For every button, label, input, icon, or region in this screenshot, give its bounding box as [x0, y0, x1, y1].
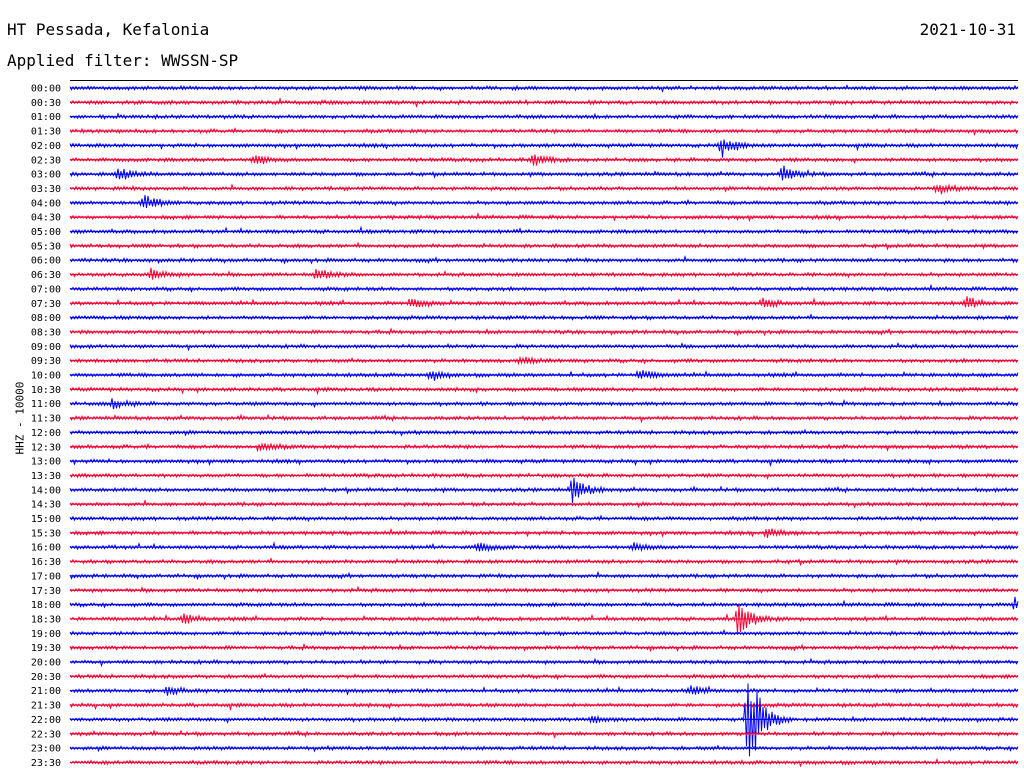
time-tick-label: 08:30 — [31, 327, 61, 338]
time-tick-label: 07:00 — [31, 284, 61, 295]
trace-line — [69, 194, 1019, 209]
time-tick-label: 15:00 — [31, 514, 61, 525]
time-tick-label: 04:30 — [31, 213, 61, 224]
time-tick-label: 17:30 — [31, 586, 61, 597]
time-tick-label: 22:30 — [31, 729, 61, 740]
station-title: HT Pessada, Kefalonia — [7, 20, 210, 39]
time-tick-label: 05:30 — [31, 241, 61, 252]
time-tick-label: 02:30 — [31, 155, 61, 166]
trace-line — [69, 225, 1019, 235]
trace-line — [69, 139, 1019, 158]
time-tick-label: 04:00 — [31, 198, 61, 209]
time-tick-label: 00:00 — [31, 84, 61, 95]
trace-line — [69, 165, 1019, 181]
trace-group — [69, 84, 1019, 768]
trace-line — [69, 457, 1019, 468]
time-tick-label: 14:00 — [31, 485, 61, 496]
time-tick-label: 09:30 — [31, 356, 61, 367]
time-tick-label: 19:30 — [31, 643, 61, 654]
time-tick-label: 13:00 — [31, 457, 61, 468]
time-tick-label: 12:30 — [31, 442, 61, 453]
date-label: 2021-10-31 — [919, 20, 1016, 39]
time-tick-label: 17:00 — [31, 571, 61, 582]
time-tick-label: 10:30 — [31, 385, 61, 396]
trace-line — [69, 527, 1019, 538]
time-tick-label: 16:30 — [31, 557, 61, 568]
time-tick-label: 18:30 — [31, 614, 61, 625]
time-tick-label: 09:00 — [31, 342, 61, 353]
time-tick-label: 19:00 — [31, 629, 61, 640]
trace-line — [69, 267, 1019, 280]
time-tick-label: 11:00 — [31, 399, 61, 410]
trace-line — [69, 596, 1019, 610]
time-tick-label: 03:30 — [31, 184, 61, 195]
time-tick-label: 12:00 — [31, 428, 61, 439]
time-tick-label: 07:30 — [31, 299, 61, 310]
time-tick-label: 18:00 — [31, 600, 61, 611]
trace-line — [69, 683, 1019, 757]
time-tick-label: 11:30 — [31, 414, 61, 425]
time-tick-label: 01:00 — [31, 112, 61, 123]
trace-line — [69, 296, 1019, 309]
time-tick-label: 13:30 — [31, 471, 61, 482]
time-tick-label: 08:00 — [31, 313, 61, 324]
time-tick-label: 05:00 — [31, 227, 61, 238]
time-tick-label: 23:00 — [31, 744, 61, 755]
time-tick-label: 16:00 — [31, 543, 61, 554]
trace-line — [69, 386, 1019, 396]
trace-line — [69, 183, 1019, 195]
time-tick-label: 10:00 — [31, 371, 61, 382]
plot-top-border — [70, 80, 1018, 81]
time-tick-label: 21:30 — [31, 701, 61, 712]
time-tick-label: 23:30 — [31, 758, 61, 769]
time-tick-label: 14:30 — [31, 500, 61, 511]
time-tick-label: 01:30 — [31, 127, 61, 138]
time-tick-label: 22:00 — [31, 715, 61, 726]
time-tick-label: 06:30 — [31, 270, 61, 281]
trace-line — [69, 701, 1019, 712]
time-tick-label: 03:00 — [31, 170, 61, 181]
time-tick-label: 00:30 — [31, 98, 61, 109]
time-tick-label: 20:00 — [31, 658, 61, 669]
time-tick-label: 20:30 — [31, 672, 61, 683]
time-tick-label: 15:30 — [31, 528, 61, 539]
time-tick-label: 02:00 — [31, 141, 61, 152]
time-tick-label: 06:00 — [31, 256, 61, 267]
tick-label-group: 00:00 00:30 01:00 01:30 02:00 02:30 03:00 03:30… — [31, 84, 61, 769]
time-tick-label: 21:00 — [31, 686, 61, 697]
filter-label: Applied filter: WWSSN-SP — [7, 51, 239, 70]
